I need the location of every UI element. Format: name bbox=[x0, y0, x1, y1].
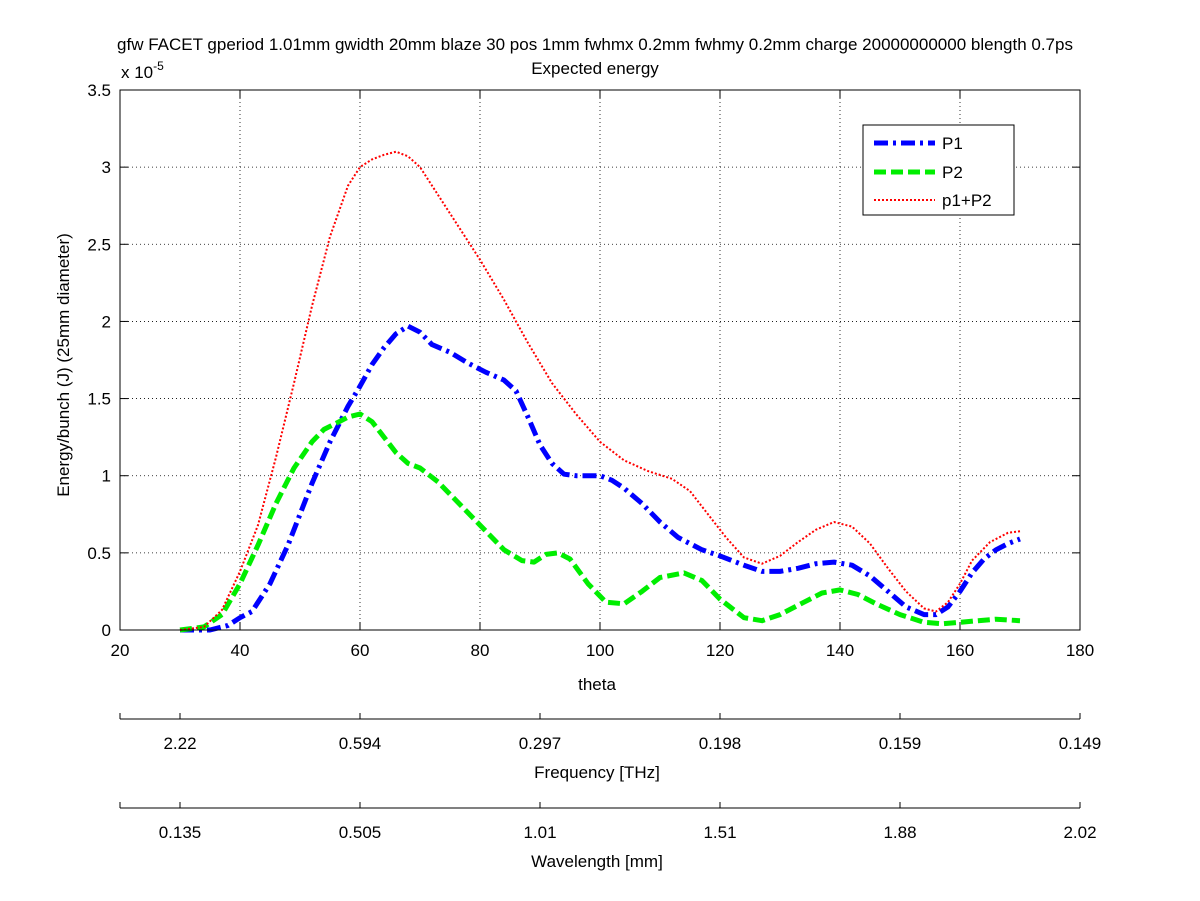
frequency-axis: 2.22 0.594 0.297 0.198 0.159 0.149 Frequency … bbox=[119, 713, 1102, 782]
chart-title-line1: gfw FACET gperiod 1.01mm gwidth 20mm bla… bbox=[117, 35, 1073, 54]
x-tick-label: 180 bbox=[1066, 641, 1094, 660]
x-tick-label: 100 bbox=[586, 641, 614, 660]
y-tick-label: 1 bbox=[102, 467, 111, 486]
y-tick-label: 2 bbox=[102, 312, 111, 331]
legend-label-p1: P1 bbox=[942, 134, 963, 153]
frequency-tick-label: 0.594 bbox=[339, 734, 382, 753]
legend-label-p2: P2 bbox=[942, 163, 963, 182]
wavelength-axis-label: Wavelength [mm] bbox=[531, 852, 663, 871]
x-tick-label: 80 bbox=[471, 641, 490, 660]
x-tick-label: 60 bbox=[351, 641, 370, 660]
x-axis-label: theta bbox=[578, 675, 616, 694]
x-tick-label: 140 bbox=[826, 641, 854, 660]
x-axis: 20 40 60 80 100 120 140 160 180 bbox=[111, 90, 1094, 660]
y-tick-label: 3.5 bbox=[87, 81, 111, 100]
series-line-p2 bbox=[179, 411, 1021, 633]
frequency-tick-label: 0.297 bbox=[519, 734, 562, 753]
chart-title-line2: Expected energy bbox=[531, 59, 659, 78]
y-tick-label: 2.5 bbox=[87, 235, 111, 254]
frequency-tick-label: 0.198 bbox=[699, 734, 742, 753]
wavelength-tick-label: 1.51 bbox=[703, 823, 736, 842]
y-tick-label: 0 bbox=[102, 621, 111, 640]
wavelength-tick-label: 1.01 bbox=[523, 823, 556, 842]
legend: P1 P2 p1+P2 bbox=[862, 124, 1015, 216]
y-tick-label: 3 bbox=[102, 158, 111, 177]
series-group bbox=[179, 150, 1021, 633]
y-exponent-label: x 10-5 bbox=[121, 59, 164, 82]
wavelength-axis: 0.135 0.505 1.01 1.51 1.88 2.02 Wavelength [m… bbox=[119, 802, 1097, 871]
y-axis-label: Energy/bunch (J) (25mm diameter) bbox=[54, 233, 73, 497]
legend-box bbox=[862, 124, 1015, 216]
frequency-tick-label: 0.159 bbox=[879, 734, 922, 753]
x-tick-label: 40 bbox=[231, 641, 250, 660]
series-line-p1 bbox=[180, 323, 1021, 633]
x-tick-label: 120 bbox=[706, 641, 734, 660]
wavelength-tick-label: 2.02 bbox=[1063, 823, 1096, 842]
frequency-tick-label: 2.22 bbox=[163, 734, 196, 753]
x-tick-label: 20 bbox=[111, 641, 130, 660]
x-tick-label: 160 bbox=[946, 641, 974, 660]
wavelength-tick-label: 1.88 bbox=[883, 823, 916, 842]
wavelength-tick-label: 0.135 bbox=[159, 823, 202, 842]
frequency-axis-label: Frequency [THz] bbox=[534, 763, 660, 782]
wavelength-tick-label: 0.505 bbox=[339, 823, 382, 842]
legend-label-p1p2: p1+P2 bbox=[942, 191, 992, 210]
y-axis: 0 0.5 1 1.5 2 2.5 3 3.5 bbox=[87, 81, 1080, 640]
y-tick-label: 1.5 bbox=[87, 390, 111, 409]
frequency-tick-label: 0.149 bbox=[1059, 734, 1102, 753]
y-tick-label: 0.5 bbox=[87, 544, 111, 563]
